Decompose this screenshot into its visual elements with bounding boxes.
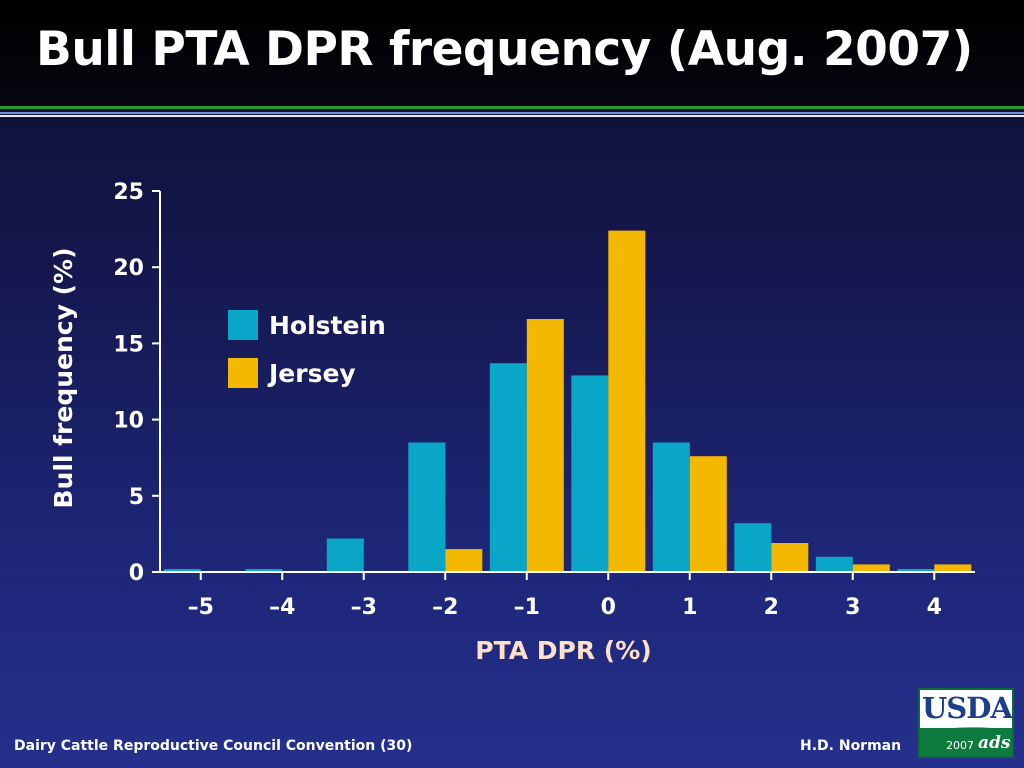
title-divider-blue xyxy=(0,112,1024,114)
x-tick-label-8: 3 xyxy=(845,595,860,620)
legend-layer: Holstein Jersey xyxy=(228,310,386,388)
y-tick-label-2: 10 xyxy=(113,409,144,434)
usda-logo-year: 2007 xyxy=(946,739,974,752)
x-tick-label-3: –2 xyxy=(432,595,458,620)
bar-holstein-8 xyxy=(815,556,853,572)
bar-holstein-1 xyxy=(245,569,283,572)
x-tick-label-2: –3 xyxy=(351,595,377,620)
bar-holstein-6 xyxy=(652,442,690,572)
x-axis-title: PTA DPR (%) xyxy=(475,636,651,665)
y-axis-title: Bull frequency (%) xyxy=(49,247,78,508)
usda-logo-swoosh xyxy=(920,727,1012,734)
x-tick-label-7: 2 xyxy=(764,595,779,620)
bar-jersey-7 xyxy=(771,543,809,572)
usda-logo-ads: ads xyxy=(978,733,1011,753)
x-tick-label-5: 0 xyxy=(601,595,616,620)
bar-jersey-3 xyxy=(445,549,483,572)
usda-logo-word: USDA xyxy=(922,691,1013,725)
y-tick-label-1: 5 xyxy=(129,485,144,510)
title-bar xyxy=(0,0,1024,106)
bar-jersey-6 xyxy=(689,456,727,572)
y-tick-label-4: 20 xyxy=(113,256,144,281)
x-tick-label-1: –4 xyxy=(269,595,295,620)
legend-label-jersey: Jersey xyxy=(267,359,356,388)
y-tick-label-5: 25 xyxy=(113,180,144,205)
footer-author: H.D. Norman xyxy=(800,738,902,754)
title-divider-white xyxy=(0,115,1024,117)
x-tick-label-9: 4 xyxy=(927,595,942,620)
legend-label-holstein: Holstein xyxy=(269,311,386,340)
bar-holstein-3 xyxy=(408,442,446,572)
x-tick-label-4: –1 xyxy=(514,595,540,620)
y-tick-label-3: 15 xyxy=(113,332,144,357)
slide-title: Bull PTA DPR frequency (Aug. 2007) xyxy=(36,22,973,77)
bar-holstein-4 xyxy=(489,363,527,572)
bar-jersey-9 xyxy=(934,564,972,572)
bar-holstein-5 xyxy=(571,375,609,572)
bar-jersey-5 xyxy=(608,230,646,572)
bar-holstein-9 xyxy=(897,569,935,572)
legend-swatch-jersey xyxy=(228,358,258,388)
x-tick-label-6: 1 xyxy=(682,595,697,620)
footer-conference: Dairy Cattle Reproductive Council Conven… xyxy=(14,738,413,754)
usda-logo: USDA 2007 ads xyxy=(918,688,1014,758)
bar-holstein-0 xyxy=(163,569,201,572)
legend-swatch-holstein xyxy=(228,310,258,340)
bar-holstein-7 xyxy=(734,523,772,572)
bar-holstein-2 xyxy=(326,538,364,572)
bar-jersey-8 xyxy=(852,564,890,572)
axes-layer: 0 5 10 15 20 25 –5 –4 –3 –2 –1 0 1 2 3 4 PTA DPR (%) Bull… xyxy=(49,180,975,665)
y-tick-label-0: 0 xyxy=(129,561,144,586)
bar-jersey-4 xyxy=(526,319,564,572)
x-tick-label-0: –5 xyxy=(188,595,214,620)
bars-layer xyxy=(163,230,972,572)
title-divider-green xyxy=(0,106,1024,109)
